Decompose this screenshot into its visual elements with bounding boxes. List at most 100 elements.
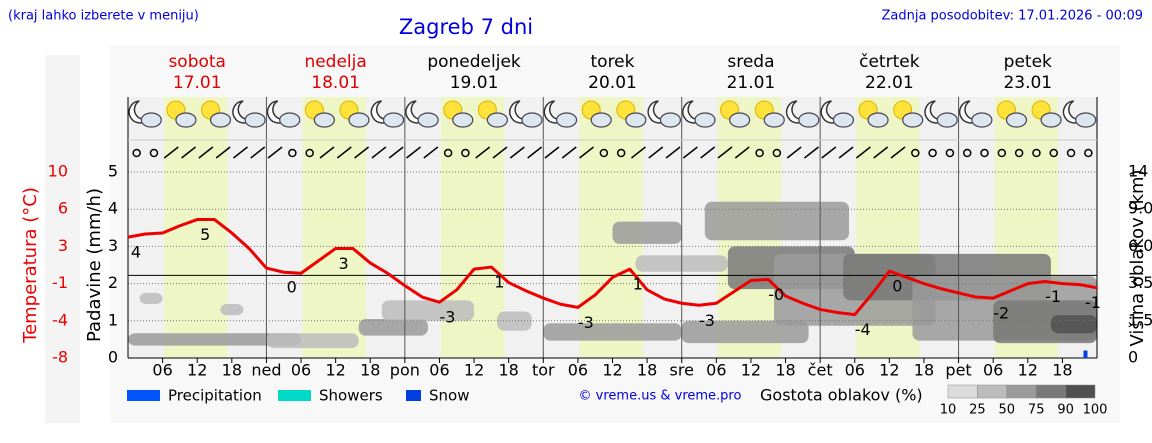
x-tick-label: 12 (879, 361, 899, 380)
wind-calm (288, 148, 297, 158)
y-tick-label: 3 (108, 236, 118, 255)
cloud-icon (1075, 112, 1097, 128)
cloud-icon (244, 112, 266, 128)
subtitle: (kraj lahko izberete v meniju) (8, 9, 199, 24)
wind-barb (579, 146, 595, 159)
cloud-cell (497, 311, 532, 331)
y2-tick-label: 0 (1128, 348, 1138, 367)
wind-barb (648, 146, 664, 159)
wind-calm (911, 148, 920, 158)
left-strip (45, 55, 80, 423)
cloud-legend-box (1006, 384, 1037, 399)
x-tick-label: 06 (152, 361, 172, 380)
y2-tick-label: 1.5 (1128, 310, 1152, 329)
x-tick-label: 18 (914, 361, 934, 380)
cloud-icon (902, 112, 924, 128)
y-axis-title: Padavine (mm/h) (84, 188, 105, 342)
wind-barb (838, 146, 854, 159)
wind-barb (406, 146, 421, 159)
legend-swatch (127, 390, 160, 401)
temperature-label: 3 (339, 254, 349, 273)
temperature-tick-label: 10 (48, 162, 68, 181)
cloud-icon (382, 112, 405, 128)
x-tick-label: 06 (291, 361, 311, 380)
temperature-label: -4 (855, 320, 871, 339)
y-tick-label: 4 (108, 199, 118, 218)
temperature-label: -3 (439, 308, 455, 327)
y2-tick-label: 3.5 (1128, 273, 1152, 292)
temperature-label: 1 (494, 273, 504, 292)
legend-label: Showers (319, 387, 383, 405)
wind-barb (215, 146, 231, 159)
wind-barb (890, 146, 906, 159)
temperature-title: Temperatura (°C) (20, 187, 41, 344)
wind-calm (305, 148, 314, 158)
wind-calm (599, 148, 609, 158)
temperature-label: -3 (578, 313, 594, 332)
chart-title: Zagreb 7 dni (399, 15, 533, 39)
temperature-label: -1 (1045, 287, 1061, 306)
x-tick-label: čet (808, 361, 833, 380)
credit: © vreme.us & vreme.pro (579, 389, 742, 404)
x-tick-label: 18 (498, 361, 518, 380)
x-tick-label: 12 (1018, 361, 1038, 380)
temperature-label: 5 (200, 225, 210, 244)
wind-barb (198, 146, 214, 159)
cloud-cell (220, 304, 244, 316)
wind-calm (1049, 148, 1058, 158)
temperature-tick-label: 6 (58, 199, 68, 218)
wind-barb (163, 146, 179, 159)
x-tick-label: 06 (845, 361, 865, 380)
wind-calm (149, 148, 159, 158)
x-tick-label: ned (251, 361, 281, 380)
wind-barb (475, 146, 491, 159)
cloud-icon (1005, 112, 1028, 128)
x-tick-label: 18 (222, 361, 242, 380)
x-tick-label: 18 (637, 361, 657, 380)
temperature-tick-label: -1 (52, 273, 68, 292)
cloud-icon (279, 112, 301, 128)
x-tick-label: sre (670, 361, 694, 380)
cloud-icon (1040, 112, 1062, 128)
wind-barb (181, 146, 197, 159)
wind-barb (319, 146, 335, 159)
cloud-icon (417, 112, 439, 128)
wind-barb (267, 146, 283, 159)
x-tick-label: 06 (568, 361, 588, 380)
day-name: petek (1004, 52, 1052, 72)
temperature-label: -2 (993, 304, 1009, 323)
wind-barb (700, 146, 716, 159)
cloud-cell (681, 320, 809, 344)
wind-barb (233, 146, 248, 159)
cloud-icon (348, 112, 370, 128)
wind-barb (804, 146, 819, 159)
cloud-legend-label: 10 (940, 403, 957, 418)
cloud-cell (266, 333, 359, 349)
wind-calm (1014, 148, 1024, 158)
wind-calm (132, 148, 141, 158)
cloud-icon (209, 112, 232, 128)
cloud-icon (625, 112, 647, 128)
precip-bar (1083, 350, 1088, 358)
wind-barb (665, 146, 681, 159)
day-date: 17.01 (173, 73, 222, 93)
updated: Zadnja posodobitev: 17.01.2026 - 00:09 (881, 9, 1143, 24)
y-tick-label: 2 (108, 273, 118, 292)
cloud-legend-box (977, 384, 1008, 399)
legend-swatch (406, 390, 421, 401)
y2-tick-label: 6.0 (1128, 236, 1152, 255)
y2-tick-label: 14 (1128, 162, 1148, 181)
day-name: nedelja (304, 52, 366, 72)
cloud-cell (381, 300, 475, 321)
wind-barb (492, 146, 508, 159)
cloud-icon (867, 112, 889, 128)
cloud-icon (590, 112, 612, 128)
y2-tick-label: 9.0 (1128, 199, 1152, 218)
cloud-icon (694, 112, 716, 128)
x-tick-label: tor (532, 361, 555, 380)
cloud-icon (971, 112, 993, 128)
legend-label: Precipitation (168, 387, 262, 405)
cloud-icon (936, 112, 958, 128)
day-date: 19.01 (450, 73, 499, 93)
